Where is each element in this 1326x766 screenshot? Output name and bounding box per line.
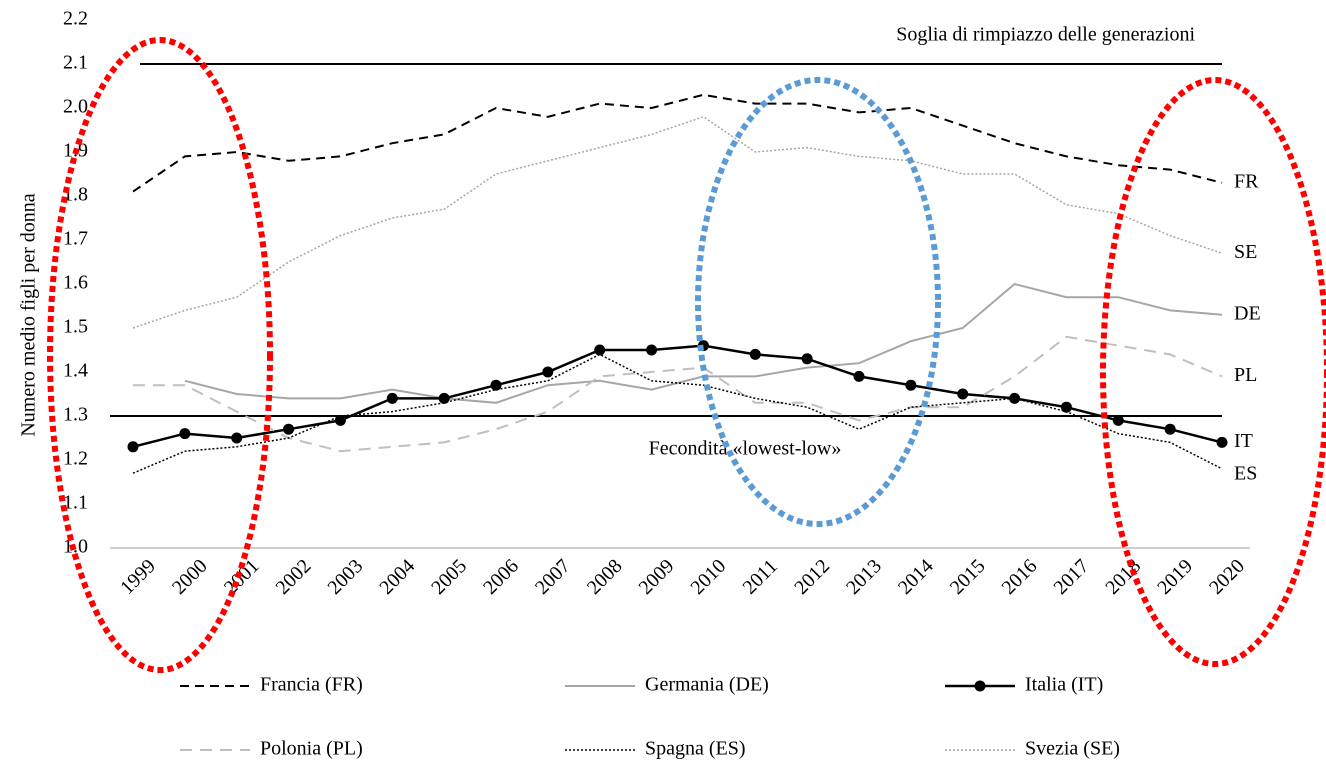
series-marker — [179, 428, 191, 440]
x-tick-label: 2007 — [531, 555, 575, 599]
y-tick-label: 1.7 — [63, 228, 88, 250]
series-marker — [749, 348, 761, 360]
x-tick-label: 2006 — [479, 555, 523, 599]
x-tick-label: 2004 — [375, 555, 419, 599]
series-marker — [801, 353, 813, 365]
reference-label: Soglia di rimpiazzo delle generazioni — [896, 24, 1195, 46]
y-tick-label: 1.5 — [63, 316, 88, 338]
x-tick-label: 2005 — [427, 555, 471, 599]
series-line — [132, 93, 1223, 193]
x-tick-label: 2000 — [168, 555, 212, 599]
x-tick-label: 2013 — [842, 555, 886, 599]
series-marker — [1164, 423, 1176, 435]
series-end-label: FR — [1234, 170, 1259, 192]
x-tick-label: 2010 — [687, 555, 731, 599]
y-tick-label: 1.2 — [63, 448, 88, 470]
x-tick-label: 2019 — [1153, 555, 1197, 599]
y-tick-label: 2.2 — [63, 8, 88, 30]
legend-marker — [974, 680, 986, 692]
series-end-label: PL — [1234, 364, 1257, 386]
x-tick-label: 2015 — [946, 555, 990, 599]
y-tick-label: 2.1 — [63, 52, 88, 74]
x-tick-label: 2008 — [583, 555, 627, 599]
series-marker — [594, 344, 606, 356]
series-marker — [1060, 401, 1072, 413]
y-tick-label: 1.1 — [63, 492, 88, 514]
y-tick-label: 1.3 — [63, 404, 88, 426]
series-marker — [646, 344, 658, 356]
series-end-label: ES — [1234, 462, 1257, 484]
series-marker — [438, 392, 450, 404]
series-line — [132, 115, 1223, 329]
x-tick-label: 2014 — [894, 555, 938, 599]
legend-label: Spagna (ES) — [645, 738, 746, 760]
legend-label: Germania (DE) — [645, 674, 769, 696]
x-tick-label: 2009 — [635, 555, 679, 599]
series-end-label: SE — [1234, 241, 1257, 263]
series-marker — [386, 392, 398, 404]
plot-area: 1.01.11.21.31.41.51.61.71.81.92.02.12.21… — [63, 8, 1261, 760]
legend-label: Svezia (SE) — [1025, 738, 1120, 760]
series-line — [132, 344, 1223, 449]
legend-label: Polonia (PL) — [260, 738, 363, 760]
series-marker — [1009, 392, 1021, 404]
highlight-ellipse — [695, 77, 941, 527]
x-tick-label: 2012 — [790, 555, 834, 599]
x-tick-label: 2002 — [272, 555, 316, 599]
series-marker — [334, 414, 346, 426]
series-marker — [853, 370, 865, 382]
y-tick-label: 1.6 — [63, 272, 88, 294]
x-tick-label: 2003 — [324, 555, 368, 599]
series-end-label: IT — [1234, 430, 1253, 452]
highlight-ellipse — [47, 37, 273, 673]
highlight-ellipse — [1100, 77, 1326, 667]
y-tick-label: 2.0 — [63, 96, 88, 118]
x-tick-label: 2020 — [1205, 555, 1249, 599]
y-axis-label: Numero medio figli per donna — [18, 193, 40, 436]
series-end-label: DE — [1234, 302, 1261, 324]
series-line — [132, 353, 1223, 474]
reference-label: Fecondità «lowest-low» — [649, 438, 842, 460]
series-marker — [1112, 414, 1124, 426]
series-marker — [957, 388, 969, 400]
series-line — [133, 335, 1223, 453]
legend-label: Francia (FR) — [260, 674, 363, 696]
x-tick-label: 2011 — [739, 555, 782, 598]
y-tick-label: 1.4 — [63, 360, 88, 382]
series-marker — [905, 379, 917, 391]
x-tick-label: 1999 — [116, 555, 160, 599]
series-marker — [542, 366, 554, 378]
legend-label: Italia (IT) — [1025, 674, 1103, 696]
x-tick-label: 2001 — [220, 555, 264, 599]
series-marker — [1216, 436, 1228, 448]
series-marker — [283, 423, 295, 435]
series-marker — [127, 441, 139, 453]
series-marker — [231, 432, 243, 444]
x-tick-label: 2016 — [998, 555, 1042, 599]
x-tick-label: 2017 — [1050, 555, 1094, 599]
series-marker — [490, 379, 502, 391]
